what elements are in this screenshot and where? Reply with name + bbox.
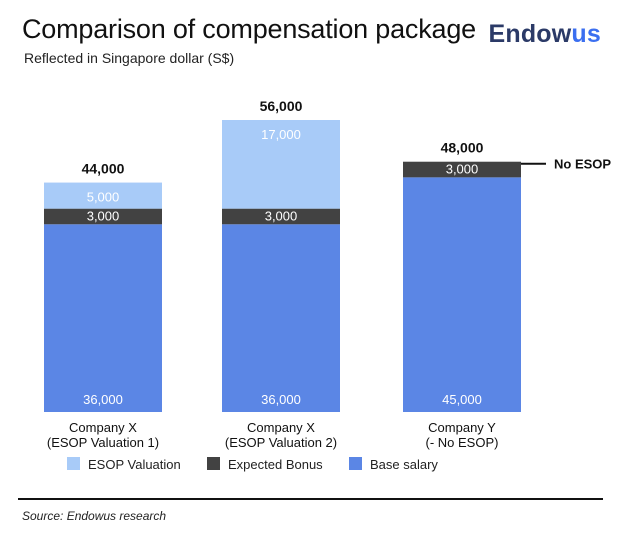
- logo-text-part1: Endow: [488, 20, 572, 48]
- data-label-expected-bonus-3: 3,000: [446, 162, 479, 177]
- source-note: Source: Endowus research: [22, 509, 167, 523]
- chart-subtitle: Reflected in Singapore dollar (S$): [24, 50, 235, 66]
- chart-title: Comparison of compensation package: [22, 14, 476, 44]
- category-label-1-line2: (ESOP Valuation 1): [47, 435, 159, 450]
- category-label-2-line1: Company X: [247, 420, 315, 435]
- bar-expected-bonus-2: [222, 208, 340, 225]
- category-label-3-line2: (- No ESOP): [426, 435, 499, 450]
- data-label-base-salary-2: 36,000: [261, 392, 301, 407]
- legend-swatch-esop-valuation: [67, 457, 80, 470]
- logo-text-part2: us: [571, 20, 601, 48]
- data-label-expected-bonus-2: 3,000: [265, 209, 298, 224]
- category-label-2-line2: (ESOP Valuation 2): [225, 435, 337, 450]
- total-label-1: 44,000: [82, 161, 125, 177]
- data-label-expected-bonus-1: 3,000: [87, 209, 120, 224]
- total-label-3: 48,000: [441, 140, 484, 156]
- bar-esop-valuation-1: [44, 182, 162, 209]
- bar-base-salary-1: [44, 224, 162, 412]
- bar-base-salary-3: [403, 177, 521, 412]
- bar-esop-valuation-2: [222, 120, 340, 209]
- legend-label-esop-valuation: ESOP Valuation: [88, 457, 181, 472]
- category-label-3-line1: Company Y: [428, 420, 496, 435]
- legend-label-expected-bonus: Expected Bonus: [228, 457, 323, 472]
- bar-expected-bonus-1: [44, 208, 162, 225]
- bar-base-salary-2: [222, 224, 340, 412]
- data-label-esop-valuation-2: 17,000: [261, 127, 301, 142]
- footer-divider: [18, 498, 603, 500]
- bar-expected-bonus-3: [403, 161, 521, 178]
- annotation-no-esop: No ESOP: [554, 157, 611, 172]
- endowus-logo: Endowus: [488, 20, 601, 49]
- legend-label-base-salary: Base salary: [370, 457, 438, 472]
- total-label-2: 56,000: [260, 98, 303, 114]
- data-label-esop-valuation-1: 5,000: [87, 190, 120, 205]
- legend-swatch-expected-bonus: [207, 457, 220, 470]
- category-label-1-line1: Company X: [69, 420, 137, 435]
- legend-swatch-base-salary: [349, 457, 362, 470]
- data-label-base-salary-3: 45,000: [442, 392, 482, 407]
- data-label-base-salary-1: 36,000: [83, 392, 123, 407]
